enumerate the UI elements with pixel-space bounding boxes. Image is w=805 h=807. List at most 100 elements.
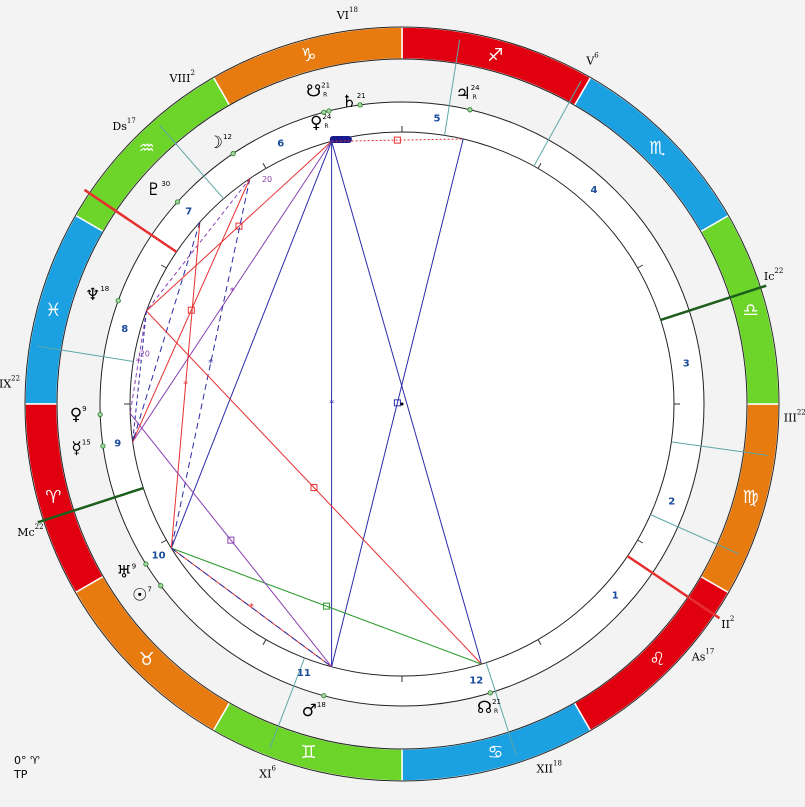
venus-glyph: ♀ (70, 405, 82, 425)
jupiter-retro-flag: R (473, 94, 477, 101)
house-cusp-label-degree: 18 (553, 759, 562, 767)
jupiter-icon: ♃24 R (455, 84, 480, 104)
node-north-degree: 21 (492, 698, 501, 706)
venus-top-icon: ♀24 R (310, 113, 332, 133)
mercury-glyph: ☿ (71, 438, 81, 458)
node-north-glyph: ☊ (477, 698, 492, 718)
house-cusp-label-ii: II2 (721, 615, 734, 631)
aspect-line (170, 178, 251, 549)
inner-mark-1: 20 (262, 175, 272, 184)
aspect-line (171, 547, 332, 668)
taurus-sign-icon: ♉ (139, 649, 155, 670)
house-cusp-label-text: VI (336, 8, 349, 21)
house-cusp-label-degree: 22 (797, 409, 805, 417)
libra-sign-icon: ♎ (743, 300, 759, 321)
venus-position-dot (97, 411, 103, 418)
node-north-icon: ☊21 R (477, 698, 501, 718)
venus-icon: ♀9 (70, 405, 87, 425)
house-number-6: 6 (277, 138, 284, 149)
house-tick (262, 639, 267, 646)
mars-degree: 18 (317, 701, 326, 709)
jupiter-glyph: ♃ (455, 84, 470, 104)
house-tick (262, 162, 267, 169)
house-cusp-line-viii (159, 125, 224, 200)
uranus-degree: 9 (132, 563, 136, 571)
moon-icon: ☽12 (208, 133, 232, 153)
aspect-line (146, 310, 482, 665)
aspect-line (129, 310, 147, 414)
sun-glyph: ☉ (132, 585, 147, 605)
angle-label-mc: Mc22 (17, 523, 43, 539)
outer-ring-border (24, 26, 780, 782)
house-number-8: 8 (121, 324, 128, 335)
saturn-degree: 21 (357, 92, 366, 100)
mars-position-dot (321, 693, 327, 699)
node-south-retro-flag: R (323, 91, 327, 98)
pluto-position-dot (174, 199, 181, 205)
aspect-square-mark (322, 602, 330, 610)
house-number-10: 10 (152, 551, 166, 562)
neptune-degree: 18 (100, 285, 109, 293)
aspect-line (331, 138, 464, 667)
node-south-glyph: ☋ (306, 82, 321, 102)
angle-label-degree: 17 (705, 648, 714, 656)
axis-line-ds-as-a (83, 188, 178, 253)
node-south-icon: ☋21 R (306, 82, 330, 102)
center-point (400, 402, 404, 406)
neptune-glyph: ♆ (85, 285, 100, 305)
saturn-glyph: ♄ (341, 92, 356, 112)
angle-label-text: Mc (17, 525, 34, 538)
angle-label-ic: Ic22 (764, 267, 783, 283)
house-cusp-line-ix (37, 345, 134, 362)
house-number-7: 7 (185, 206, 192, 217)
uranus-icon: ♅9 (116, 563, 136, 583)
aspect-sextile-mark: * (136, 357, 141, 368)
aries-sign-icon: ♈ (45, 487, 61, 508)
node-north-retro-flag: R (494, 708, 498, 715)
axis-line-ic-mc-b (37, 486, 144, 524)
jupiter-position-dot (467, 107, 473, 113)
sun-degree: 7 (147, 585, 151, 593)
venus-degree: 9 (82, 405, 86, 413)
house-cusp-label-xii: XII18 (536, 759, 561, 775)
angle-label-degree: 22 (774, 267, 783, 275)
house-cusp-line-v (533, 81, 582, 167)
house-cusp-line-xii (485, 662, 517, 756)
house-cusp-label-degree: 6 (271, 764, 276, 772)
house-cusp-label-vi: VI18 (336, 6, 358, 22)
house-cusp-label-degree: 2 (730, 615, 734, 623)
sun-position-dot (158, 583, 164, 589)
house-cusp-label-text: V (585, 54, 595, 67)
aspect-line (132, 140, 333, 443)
house-number-3: 3 (683, 359, 690, 370)
scorpio-sign-icon: ♏ (649, 138, 665, 159)
node-south-position-dot (326, 108, 332, 114)
house-cusp-label-degree: 22 (11, 374, 20, 382)
house-cusp-line-vi (444, 39, 461, 136)
angle-label-text: Ic (764, 270, 775, 283)
house-cusp-label-text: II (721, 617, 730, 630)
footer-tp-label: TP (14, 768, 28, 781)
aspect-line (171, 547, 482, 665)
aspect-sextile-mark: * (249, 602, 254, 613)
house-cusp-label-ix: IX22 (0, 374, 20, 390)
moon-glyph: ☽ (208, 133, 223, 153)
house-number-1: 1 (612, 591, 619, 602)
uranus-glyph: ♅ (116, 563, 131, 583)
inner-mark-2: 20 (140, 350, 150, 359)
pluto-icon: ♇30 (146, 180, 170, 200)
gemini-sign-icon: ♊ (300, 742, 316, 763)
house-cusp-label-iii: III22 (784, 409, 805, 425)
jupiter-degree: 24 (471, 84, 480, 92)
angle-label-as: As17 (691, 648, 715, 664)
house-cusp-label-text: VIII (169, 72, 191, 85)
aspect-line (129, 413, 332, 668)
aspect-line (170, 141, 333, 549)
aspect-square-mark (310, 484, 318, 492)
house-number-4: 4 (591, 185, 598, 196)
virgo-sign-icon: ♍ (743, 487, 759, 508)
node-north-position-dot (487, 690, 493, 696)
house-cusp-label-v: V6 (585, 51, 599, 67)
aspect-line (331, 138, 464, 142)
